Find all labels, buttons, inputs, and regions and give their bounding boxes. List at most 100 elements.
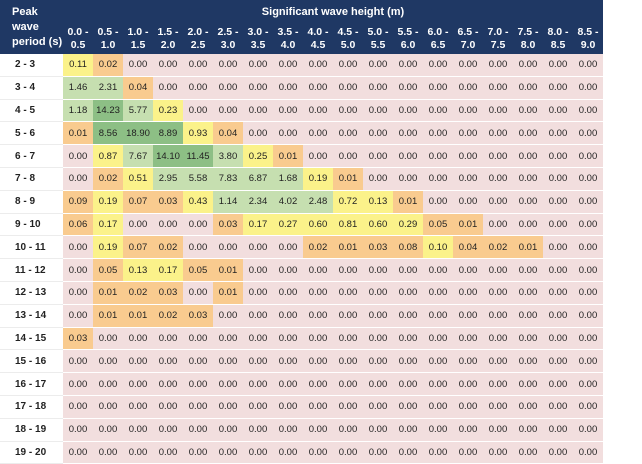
heatmap-cell: 0.19 xyxy=(303,167,333,191)
heatmap-cell: 0.00 xyxy=(483,54,513,77)
heatmap-cell: 0.00 xyxy=(213,235,243,260)
heatmap-cell: 0.00 xyxy=(183,235,213,260)
heatmap-cell: 0.00 xyxy=(453,167,483,191)
table-row: 4 - 5 1.18 14.23 5.77 0.23 0.00 0.00 0.00 0.00 0.… xyxy=(0,99,603,123)
heatmap-cell: 0.00 xyxy=(543,281,573,305)
heatmap-cell: 0.00 xyxy=(543,418,573,442)
heatmap-cell: 0.00 xyxy=(573,99,603,123)
table-row: 10 - 11 0.00 0.19 0.07 0.02 0.00 0.00 0.00 0.00 0… xyxy=(0,235,603,260)
heatmap-cell: 0.00 xyxy=(123,54,153,77)
heatmap-cell: 0.00 xyxy=(243,121,273,146)
heatmap-cell: 0.00 xyxy=(393,418,423,442)
heatmap-cell: 0.02 xyxy=(483,235,513,260)
heatmap-cell: 0.00 xyxy=(153,372,183,396)
heatmap-cell: 0.00 xyxy=(363,281,393,305)
heatmap-cell: 5.58 xyxy=(183,167,213,191)
heatmap-cell: 0.00 xyxy=(333,144,363,168)
column-header: 2.0 -2.5 xyxy=(183,24,213,54)
heatmap-cell: 0.00 xyxy=(423,121,453,146)
table-row: 14 - 15 0.03 0.00 0.00 0.00 0.00 0.00 0.00 0.00 0… xyxy=(0,327,603,351)
heatmap-cell: 0.00 xyxy=(243,99,273,123)
column-axis-title: Significant wave height (m) xyxy=(63,0,603,24)
heatmap-cell: 0.00 xyxy=(543,441,573,464)
row-header: 11 - 12 xyxy=(0,258,63,282)
heatmap-cell: 0.00 xyxy=(423,395,453,419)
heatmap-cell: 0.43 xyxy=(183,190,213,214)
heatmap-cell: 0.00 xyxy=(273,281,303,305)
heatmap-cell: 0.00 xyxy=(213,418,243,442)
heatmap-cell: 0.00 xyxy=(393,76,423,100)
heatmap-cell: 0.00 xyxy=(183,441,213,464)
row-header: 8 - 9 xyxy=(0,190,63,214)
heatmap-cell: 0.00 xyxy=(273,372,303,396)
heatmap-cell: 0.00 xyxy=(93,418,123,442)
heatmap-cell: 5.77 xyxy=(123,99,153,123)
heatmap-cell: 0.00 xyxy=(483,213,513,237)
heatmap-cell: 0.00 xyxy=(423,76,453,100)
heatmap-cell: 0.00 xyxy=(273,395,303,419)
heatmap-cell: 0.00 xyxy=(393,395,423,419)
heatmap-cell: 0.00 xyxy=(573,349,603,374)
heatmap-cell: 0.03 xyxy=(183,304,213,328)
heatmap-cell: 0.00 xyxy=(153,441,183,464)
heatmap-cell: 0.81 xyxy=(333,213,363,237)
heatmap-cell: 0.00 xyxy=(573,167,603,191)
heatmap-cell: 0.00 xyxy=(93,441,123,464)
heatmap-cell: 0.00 xyxy=(423,281,453,305)
heatmap-cell: 0.00 xyxy=(93,327,123,351)
row-header: 15 - 16 xyxy=(0,349,63,374)
heatmap-cell: 0.00 xyxy=(213,304,243,328)
heatmap-cell: 0.00 xyxy=(213,349,243,374)
heatmap-cell: 0.00 xyxy=(453,441,483,464)
heatmap-cell: 11.45 xyxy=(183,144,213,168)
heatmap-cell: 0.00 xyxy=(63,167,93,191)
heatmap-cell: 0.00 xyxy=(483,304,513,328)
heatmap-cell: 0.00 xyxy=(573,235,603,260)
heatmap-cell: 0.00 xyxy=(543,304,573,328)
heatmap-cell: 0.00 xyxy=(243,349,273,374)
heatmap-cell: 0.00 xyxy=(393,304,423,328)
heatmap-cell: 0.00 xyxy=(153,418,183,442)
heatmap-cell: 0.11 xyxy=(63,54,93,77)
heatmap-cell: 0.00 xyxy=(183,281,213,305)
heatmap-cell: 0.00 xyxy=(123,395,153,419)
heatmap-cell: 0.29 xyxy=(393,213,423,237)
heatmap-cell: 0.00 xyxy=(63,372,93,396)
heatmap-cell: 0.00 xyxy=(543,54,573,77)
heatmap-cell: 1.18 xyxy=(63,99,93,123)
heatmap-cell: 0.00 xyxy=(303,304,333,328)
heatmap-cell: 0.00 xyxy=(423,418,453,442)
heatmap-cell: 0.01 xyxy=(333,167,363,191)
heatmap-cell: 0.00 xyxy=(543,258,573,282)
heatmap-cell: 0.00 xyxy=(423,54,453,77)
heatmap-cell: 0.00 xyxy=(573,327,603,351)
heatmap-cell: 0.00 xyxy=(423,372,453,396)
heatmap-cell: 0.00 xyxy=(423,441,453,464)
heatmap-cell: 0.00 xyxy=(483,281,513,305)
heatmap-cell: 0.00 xyxy=(573,418,603,442)
heatmap-cell: 0.00 xyxy=(543,76,573,100)
heatmap-cell: 0.00 xyxy=(483,327,513,351)
heatmap-cell: 0.05 xyxy=(183,258,213,282)
heatmap-cell: 0.01 xyxy=(333,235,363,260)
heatmap-cell: 0.00 xyxy=(333,372,363,396)
heatmap-cell: 2.31 xyxy=(93,76,123,100)
heatmap-cell: 0.00 xyxy=(153,349,183,374)
heatmap-cell: 0.00 xyxy=(423,190,453,214)
heatmap-cell: 0.00 xyxy=(183,395,213,419)
heatmap-cell: 1.14 xyxy=(213,190,243,214)
heatmap-cell: 0.00 xyxy=(123,441,153,464)
heatmap-cell: 0.00 xyxy=(303,441,333,464)
heatmap-cell: 0.00 xyxy=(453,395,483,419)
column-header: 3.0 -3.5 xyxy=(243,24,273,54)
column-header: 8.0 -8.5 xyxy=(543,24,573,54)
table-row: 17 - 18 0.00 0.00 0.00 0.00 0.00 0.00 0.00 0.00 0… xyxy=(0,395,603,419)
heatmap-cell: 0.00 xyxy=(483,258,513,282)
heatmap-cell: 0.00 xyxy=(423,304,453,328)
heatmap-cell: 0.00 xyxy=(243,441,273,464)
heatmap-cell: 0.00 xyxy=(513,258,543,282)
heatmap-cell: 0.00 xyxy=(423,349,453,374)
heatmap-cell: 0.00 xyxy=(453,144,483,168)
heatmap-cell: 0.25 xyxy=(243,144,273,168)
heatmap-cell: 0.00 xyxy=(483,76,513,100)
